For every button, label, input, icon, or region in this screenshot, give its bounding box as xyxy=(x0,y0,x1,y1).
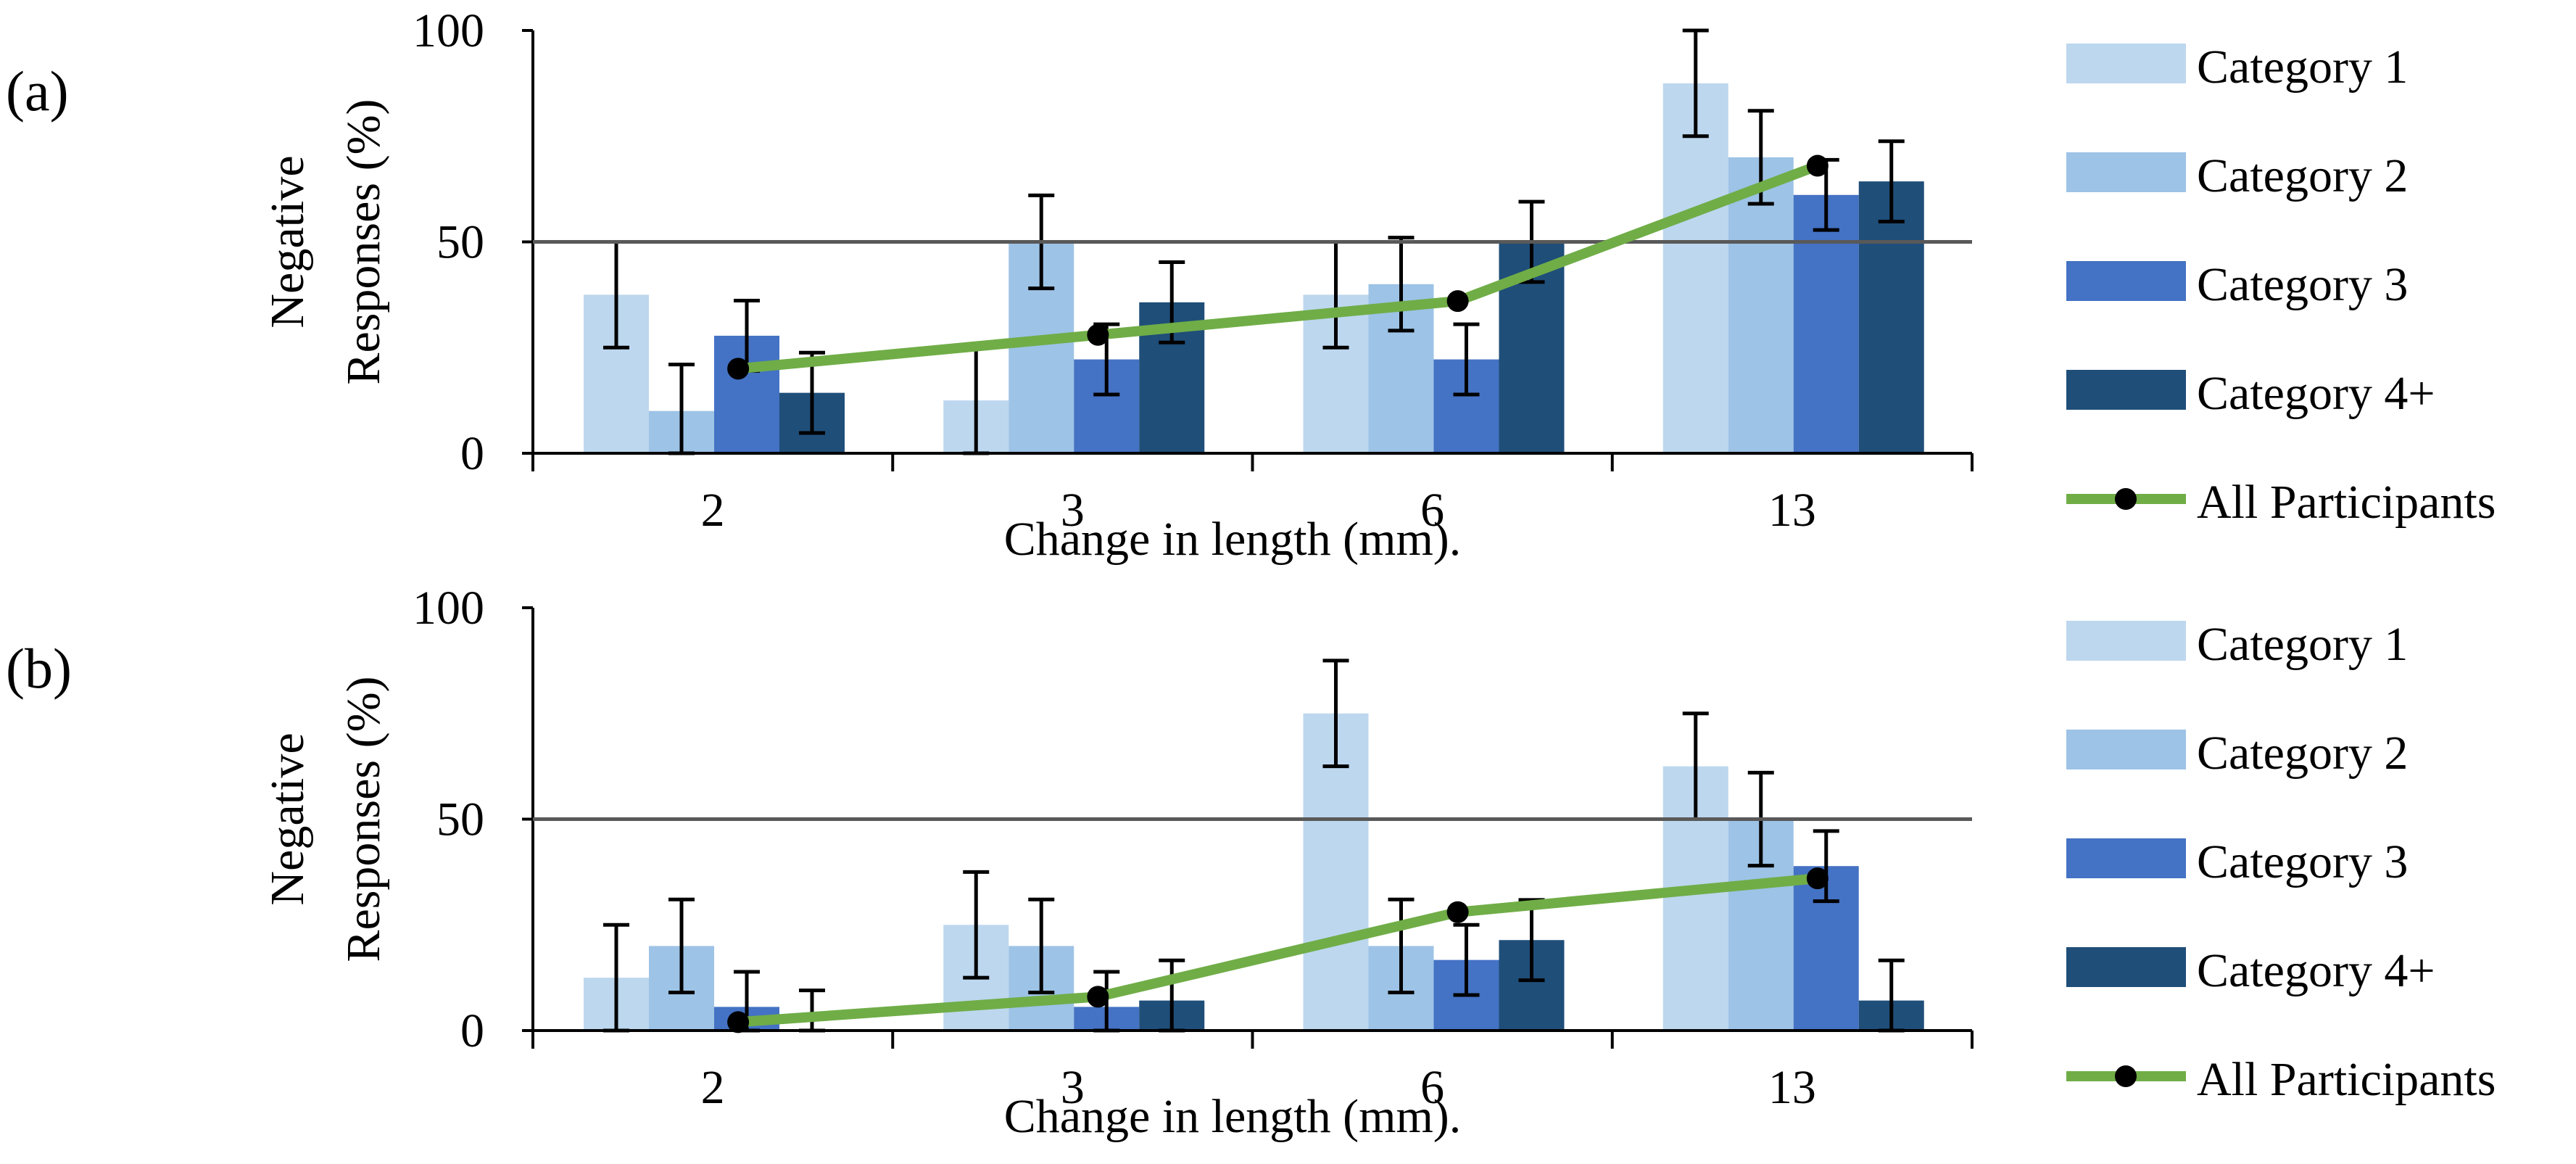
error-bar xyxy=(1322,659,1349,769)
error-bar xyxy=(1028,897,1055,995)
y-tick-label: 0 xyxy=(460,1004,484,1057)
panel-label: (b) xyxy=(6,637,72,700)
x-tick-label: 6 xyxy=(1420,1061,1444,1114)
legend-item: All Participants xyxy=(2066,1053,2496,1106)
legend-swatch xyxy=(2066,621,2186,661)
legend-label: Category 1 xyxy=(2197,41,2408,94)
legend-item: Category 2 xyxy=(2066,727,2408,780)
error-bar xyxy=(668,897,695,995)
x-tick-label: 13 xyxy=(1768,1061,1816,1114)
x-axis-title: Change in length (mm). xyxy=(1004,513,1462,566)
error-bar xyxy=(1682,28,1709,139)
y-tick-label: 100 xyxy=(413,582,484,635)
legend-swatch xyxy=(2066,152,2186,192)
legend-item: All Participants xyxy=(2066,476,2496,529)
error-bar xyxy=(1813,829,1839,904)
bar xyxy=(1662,83,1728,453)
legend-item: Category 4+ xyxy=(2066,944,2435,997)
all-participants-marker xyxy=(1446,901,1469,923)
error-bar xyxy=(1388,897,1415,995)
legend-swatch xyxy=(2066,838,2186,878)
all-participants-marker xyxy=(1087,323,1109,346)
y-axis-label-line: Responses (%) xyxy=(337,99,390,384)
legend: Category 1 Category 2 Category 3 Category 4… xyxy=(2066,41,2496,529)
legend-item: Category 2 xyxy=(2066,149,2408,202)
legend-item: Category 4+ xyxy=(2066,367,2435,420)
legend-item: Category 3 xyxy=(2066,835,2408,888)
chart-panel-a: (a) Negative Responses (%) 0 50 100 2 3 6 13 Chang… xyxy=(6,4,2496,566)
y-tick-label: 50 xyxy=(436,216,484,269)
legend-label: All Participants xyxy=(2197,1053,2496,1106)
chart-panel-b: (b) Negative Responses (%) 0 50 100 2 3 6 13 Chang… xyxy=(6,582,2496,1143)
x-axis-title: Change in length (mm). xyxy=(1004,1090,1462,1143)
bar xyxy=(1793,194,1859,453)
error-bar xyxy=(1453,322,1480,397)
all-participants-marker xyxy=(1806,867,1829,890)
legend-swatch xyxy=(2066,261,2186,301)
legend-label: Category 3 xyxy=(2197,835,2408,888)
error-bar xyxy=(1878,139,1905,224)
legend-swatch xyxy=(2066,947,2186,987)
error-bar xyxy=(1388,236,1415,333)
y-tick-label: 50 xyxy=(436,793,484,846)
error-bar xyxy=(963,870,990,980)
legend-label: Category 4+ xyxy=(2197,367,2435,420)
legend-label: Category 1 xyxy=(2197,618,2408,671)
bar xyxy=(1858,181,1924,454)
x-tick-label: 3 xyxy=(1061,484,1085,537)
legend-swatch xyxy=(2066,370,2186,410)
bar xyxy=(1728,157,1794,453)
legend-label: All Participants xyxy=(2197,476,2496,529)
legend-marker xyxy=(2115,1065,2137,1087)
y-axis-label-line: Negative xyxy=(261,732,314,905)
all-participants-marker xyxy=(727,358,750,380)
y-axis-label-line: Negative xyxy=(261,155,314,328)
y-tick-label: 0 xyxy=(460,427,484,480)
legend-item: Category 3 xyxy=(2066,258,2408,311)
all-participants-line xyxy=(737,161,1820,374)
error-bar xyxy=(799,988,825,1033)
legend-swatch xyxy=(2066,44,2186,83)
legend-label: Category 3 xyxy=(2197,258,2408,311)
all-participants-line xyxy=(737,873,1818,1028)
all-participants-marker xyxy=(1087,986,1109,1008)
x-tick-label: 13 xyxy=(1768,484,1816,537)
y-axis-label-line: Responses (%) xyxy=(337,676,390,962)
error-bar xyxy=(1453,922,1480,997)
legend-item: Category 1 xyxy=(2066,41,2408,94)
legend-swatch xyxy=(2066,730,2186,769)
legend: Category 1 Category 2 Category 3 Category 4… xyxy=(2066,618,2496,1106)
y-tick-label: 100 xyxy=(413,4,484,57)
x-tick-label: 6 xyxy=(1420,484,1444,537)
panel-label: (a) xyxy=(6,59,69,123)
legend-label: Category 2 xyxy=(2197,149,2408,202)
legend-marker xyxy=(2115,488,2137,510)
all-participants-marker xyxy=(1806,154,1829,177)
legend-label: Category 2 xyxy=(2197,727,2408,780)
x-tick-label: 2 xyxy=(701,1061,725,1114)
all-participants-marker xyxy=(1446,290,1469,313)
all-participants-marker xyxy=(727,1011,750,1033)
x-tick-label: 3 xyxy=(1061,1061,1085,1114)
x-tick-label: 2 xyxy=(701,484,725,537)
legend-label: Category 4+ xyxy=(2197,944,2435,997)
legend-item: Category 1 xyxy=(2066,618,2408,671)
